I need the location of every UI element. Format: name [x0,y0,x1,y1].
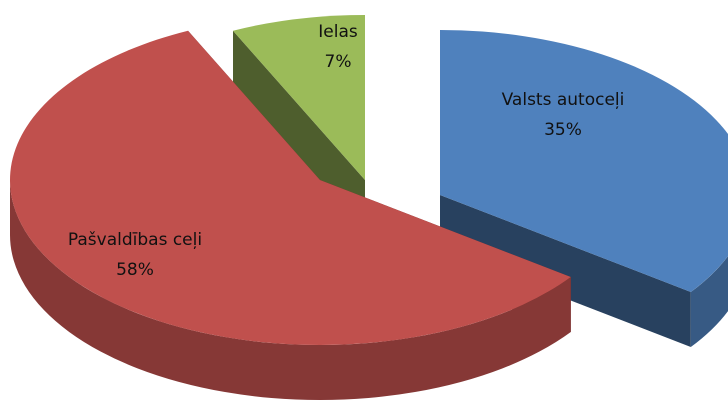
slice-side [10,180,571,400]
slice-label: Ielas [318,22,358,42]
slice [9,30,571,400]
slice-top [9,30,571,345]
slice [440,30,728,347]
slice-side [690,255,728,347]
slice-value-label: 7% [325,52,352,72]
slice-value-label: 58% [116,260,154,280]
slice [233,14,365,235]
slice-label: Pašvaldības ceļi [68,230,202,250]
slice-wall [440,195,691,347]
slice-value-label: 35% [544,120,582,140]
slice-top [233,14,365,180]
slice-wall [233,30,365,235]
slice-label: Valsts autoceļi [502,90,625,110]
slice-top [440,30,728,292]
